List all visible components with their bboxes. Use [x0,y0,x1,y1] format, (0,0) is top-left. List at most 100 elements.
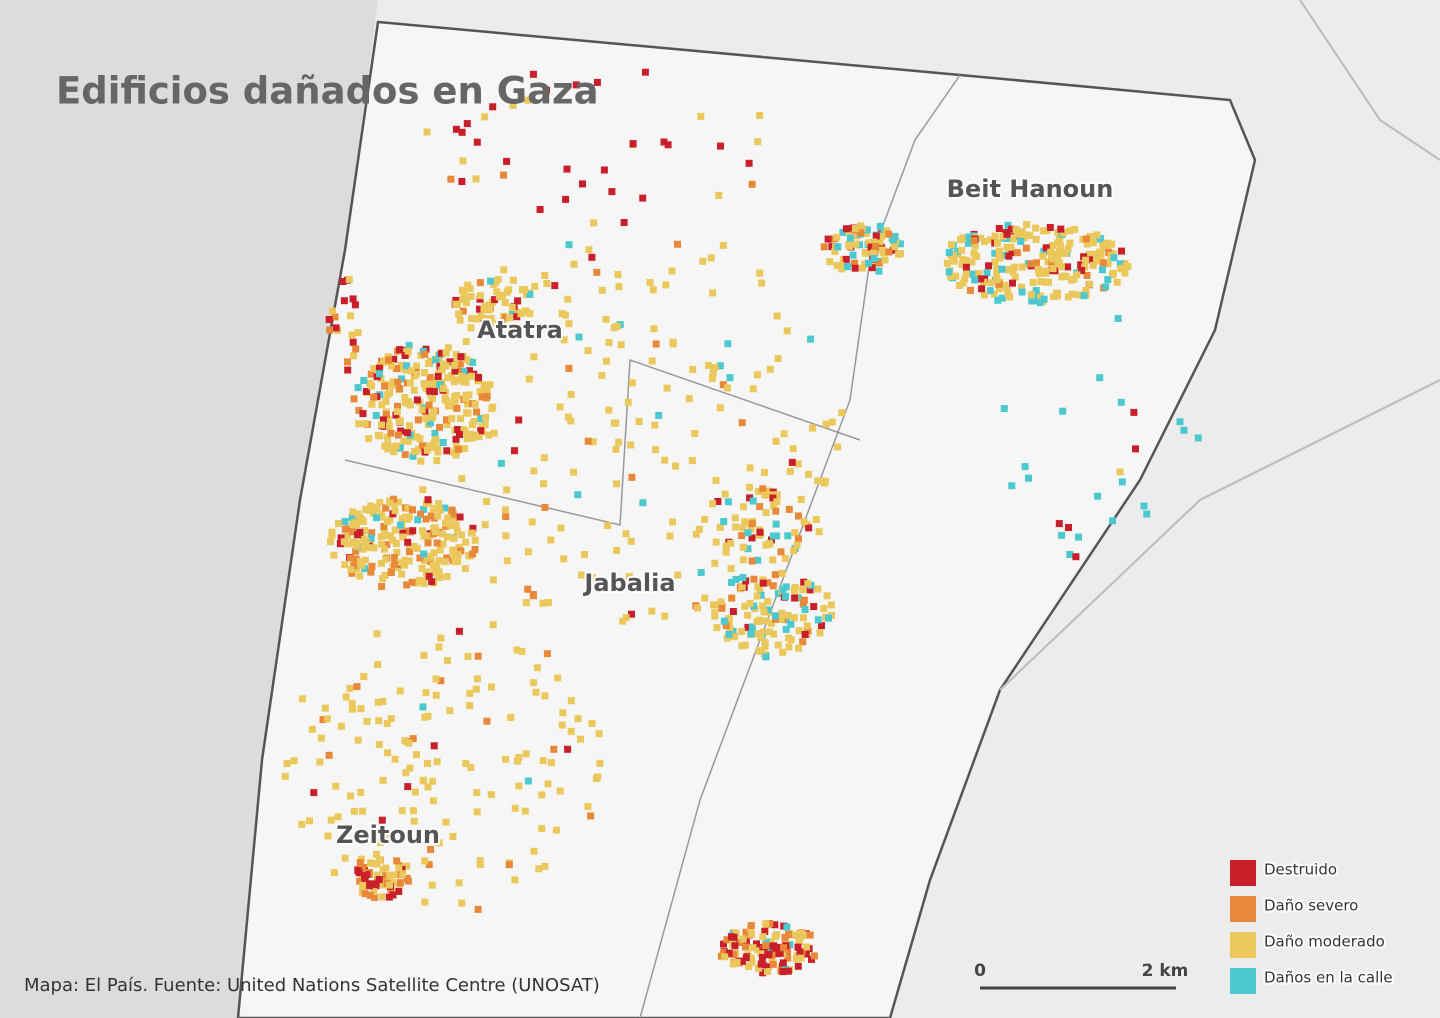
damage-point [503,486,511,494]
damage-point [943,259,951,267]
damage-point [485,306,493,314]
damage-point [378,401,386,409]
damage-point [377,533,385,541]
damage-point [1007,225,1015,233]
damage-point [1099,259,1107,267]
damage-point [559,709,567,717]
damage-point [325,751,333,759]
damage-point [394,402,401,410]
damage-point [822,420,830,428]
damage-point [782,625,790,633]
damage-point [450,378,458,386]
damage-point [614,271,622,279]
damage-point [754,583,762,591]
damage-point [375,717,383,725]
damage-point [382,411,390,418]
damage-point [1089,261,1097,269]
damage-point [729,608,737,615]
damage-point [954,248,962,255]
damage-point [417,351,425,359]
damage-point [501,506,509,514]
damage-point [442,349,450,357]
damage-point [715,191,723,199]
damage-point [360,673,368,680]
damage-point [471,536,479,544]
legend-label: Daño moderado [1264,933,1385,951]
damage-point [1028,297,1036,305]
damage-point [781,933,789,941]
damage-point [370,365,378,373]
damage-point [426,387,434,395]
damage-point [711,364,719,371]
damage-point [828,243,836,251]
damage-point [281,772,289,780]
damage-point [756,269,764,277]
damage-point [391,507,399,515]
damage-point [1013,230,1021,238]
damage-point [803,622,811,630]
damage-point [816,629,824,637]
damage-point [427,380,435,388]
damage-point [443,533,451,541]
damage-point [777,548,785,556]
damage-point [462,378,470,386]
damage-point [1117,398,1125,406]
damage-point [483,717,491,725]
damage-point [1018,263,1026,271]
damage-point [727,565,735,573]
damage-point [795,644,803,652]
damage-point [789,445,797,453]
damage-point [998,294,1006,302]
damage-point [541,692,549,700]
damage-point [639,499,647,507]
damage-point [833,233,841,241]
damage-point [691,430,699,437]
damage-point [367,502,375,510]
damage-point [524,777,532,785]
damage-point [1055,520,1063,528]
damage-point [716,404,724,412]
damage-point [725,949,733,957]
damage-point [350,807,358,815]
damage-point [800,518,808,525]
damage-point [772,507,780,515]
damage-point [458,475,466,483]
damage-point [1180,426,1188,434]
damage-point [379,698,387,705]
damage-point [1103,239,1111,247]
damage-point [354,736,362,744]
damage-point [420,380,428,388]
damage-point [367,370,375,378]
damage-point [349,338,357,346]
damage-point [530,847,538,855]
damage-point [1096,248,1104,256]
damage-point [380,545,388,553]
damage-point [432,675,440,683]
damage-point [876,222,884,230]
damage-point [390,448,398,456]
damage-point [367,568,375,576]
damage-point [335,520,342,527]
damage-point [427,558,435,566]
damage-point [791,529,799,537]
damage-point [809,424,817,432]
damage-point [348,513,356,521]
damage-point [567,417,575,425]
damage-point [430,742,438,750]
damage-point [506,314,513,322]
damage-point [341,518,349,526]
damage-point [490,429,498,437]
damage-point [727,539,735,547]
damage-point [753,630,761,638]
legend-label: Daños en la calle [1264,969,1393,987]
damage-point [337,722,345,730]
damage-point [1099,244,1107,252]
damage-point [1075,291,1083,299]
damage-point [799,638,807,646]
damage-point [436,381,444,389]
damage-point [283,760,291,768]
damage-point [485,315,493,323]
damage-point [401,737,409,745]
damage-point [1065,524,1072,531]
damage-point [494,319,502,327]
